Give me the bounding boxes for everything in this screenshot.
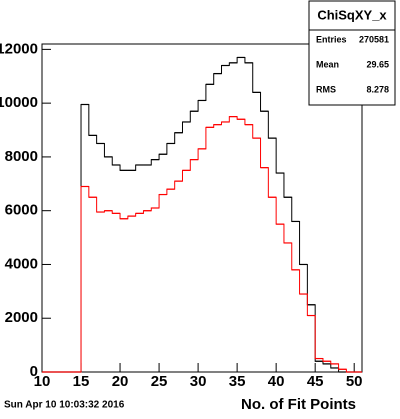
y-tick-label: 12000 (0, 40, 38, 57)
y-tick-label: 6000 (5, 202, 38, 219)
y-tick-label: 8000 (5, 148, 38, 165)
stats-border (308, 0, 396, 106)
x-tick-label: 10 (34, 373, 51, 390)
frame (41, 43, 363, 373)
y-tick-label: 10000 (0, 94, 38, 111)
y-tick-label: 0 (30, 363, 38, 380)
x-tick-label: 20 (112, 373, 129, 390)
footer: Sun Apr 10 10:03:32 2016 (4, 400, 125, 411)
x-tick-label: 45 (307, 373, 324, 390)
x-tick-label: 25 (151, 373, 168, 390)
stats-title: ChiSqXY_x (317, 7, 387, 22)
y-tick-label: 4000 (5, 255, 38, 272)
x-axis-label: No. of Fit Points (241, 396, 356, 413)
stats-key: RMS (316, 84, 336, 94)
x-tick-label: 50 (346, 373, 363, 390)
stats-value: 270581 (359, 34, 389, 44)
stats-key: Entries (316, 34, 347, 44)
y-tick-label: 2000 (5, 309, 38, 326)
x-tick-label: 35 (229, 373, 246, 390)
x-tick-label: 40 (268, 373, 285, 390)
stats-value: 8.278 (366, 84, 389, 94)
x-tick-label: 15 (73, 373, 90, 390)
stats-value: 29.65 (366, 59, 389, 69)
stats-box: ChiSqXY_x Entries 270581 Mean 29.65 RMS … (308, 0, 396, 106)
histogram-outline (42, 116, 362, 373)
x-tick-label: 30 (190, 373, 207, 390)
stats-key: Mean (316, 59, 339, 69)
